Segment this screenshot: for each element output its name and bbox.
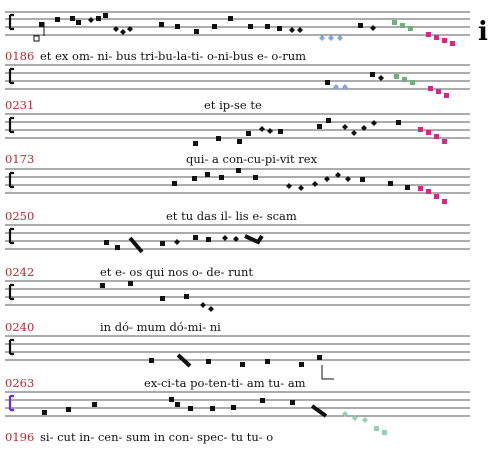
row-1-id: 0186 <box>5 49 34 63</box>
neumes-row-5 <box>100 281 214 312</box>
row-3-text: qui- a con-cu-pi-vit rex <box>186 152 318 166</box>
row-8-id: 0196 <box>5 430 34 444</box>
row-2-id: 0231 <box>5 98 34 112</box>
row-6-text: in dó- mum dó-mi- ni <box>100 320 221 334</box>
row-5-id: 0242 <box>5 265 34 279</box>
clef-icons <box>8 13 14 412</box>
row-6-id: 0240 <box>5 320 34 334</box>
neumes-row-3 <box>172 168 447 204</box>
row-4-text: et tu das il- lis e- scam <box>166 209 297 223</box>
neumes-row-6 <box>149 353 334 380</box>
lyrics: 0186 et ex om- ni- bus tri-bu-la-ti- o-n… <box>5 49 318 444</box>
row-8-text: si- cut in- cen- sum in con- spec- tu tu… <box>40 430 273 444</box>
neumes-row-0 <box>33 13 455 46</box>
neumes-row-4 <box>104 234 264 254</box>
neumes-row-7 <box>42 397 387 435</box>
neumes-row-1 <box>325 72 449 98</box>
neumes-row-2 <box>193 118 447 146</box>
row-7-id: 0263 <box>5 376 34 390</box>
row-7-text: ex-ci-ta po-ten-ti- am tu- am <box>144 376 306 390</box>
row-3-id: 0173 <box>5 152 34 166</box>
edge-mark: i <box>478 17 488 47</box>
row-2-text: et ip-se te <box>204 98 262 112</box>
row-1-text: et ex om- ni- bus tri-bu-la-ti- o-ni-bus… <box>40 49 306 63</box>
row-4-id: 0250 <box>5 209 34 223</box>
row-5-text: et e- os qui nos o- de- runt <box>100 265 253 279</box>
